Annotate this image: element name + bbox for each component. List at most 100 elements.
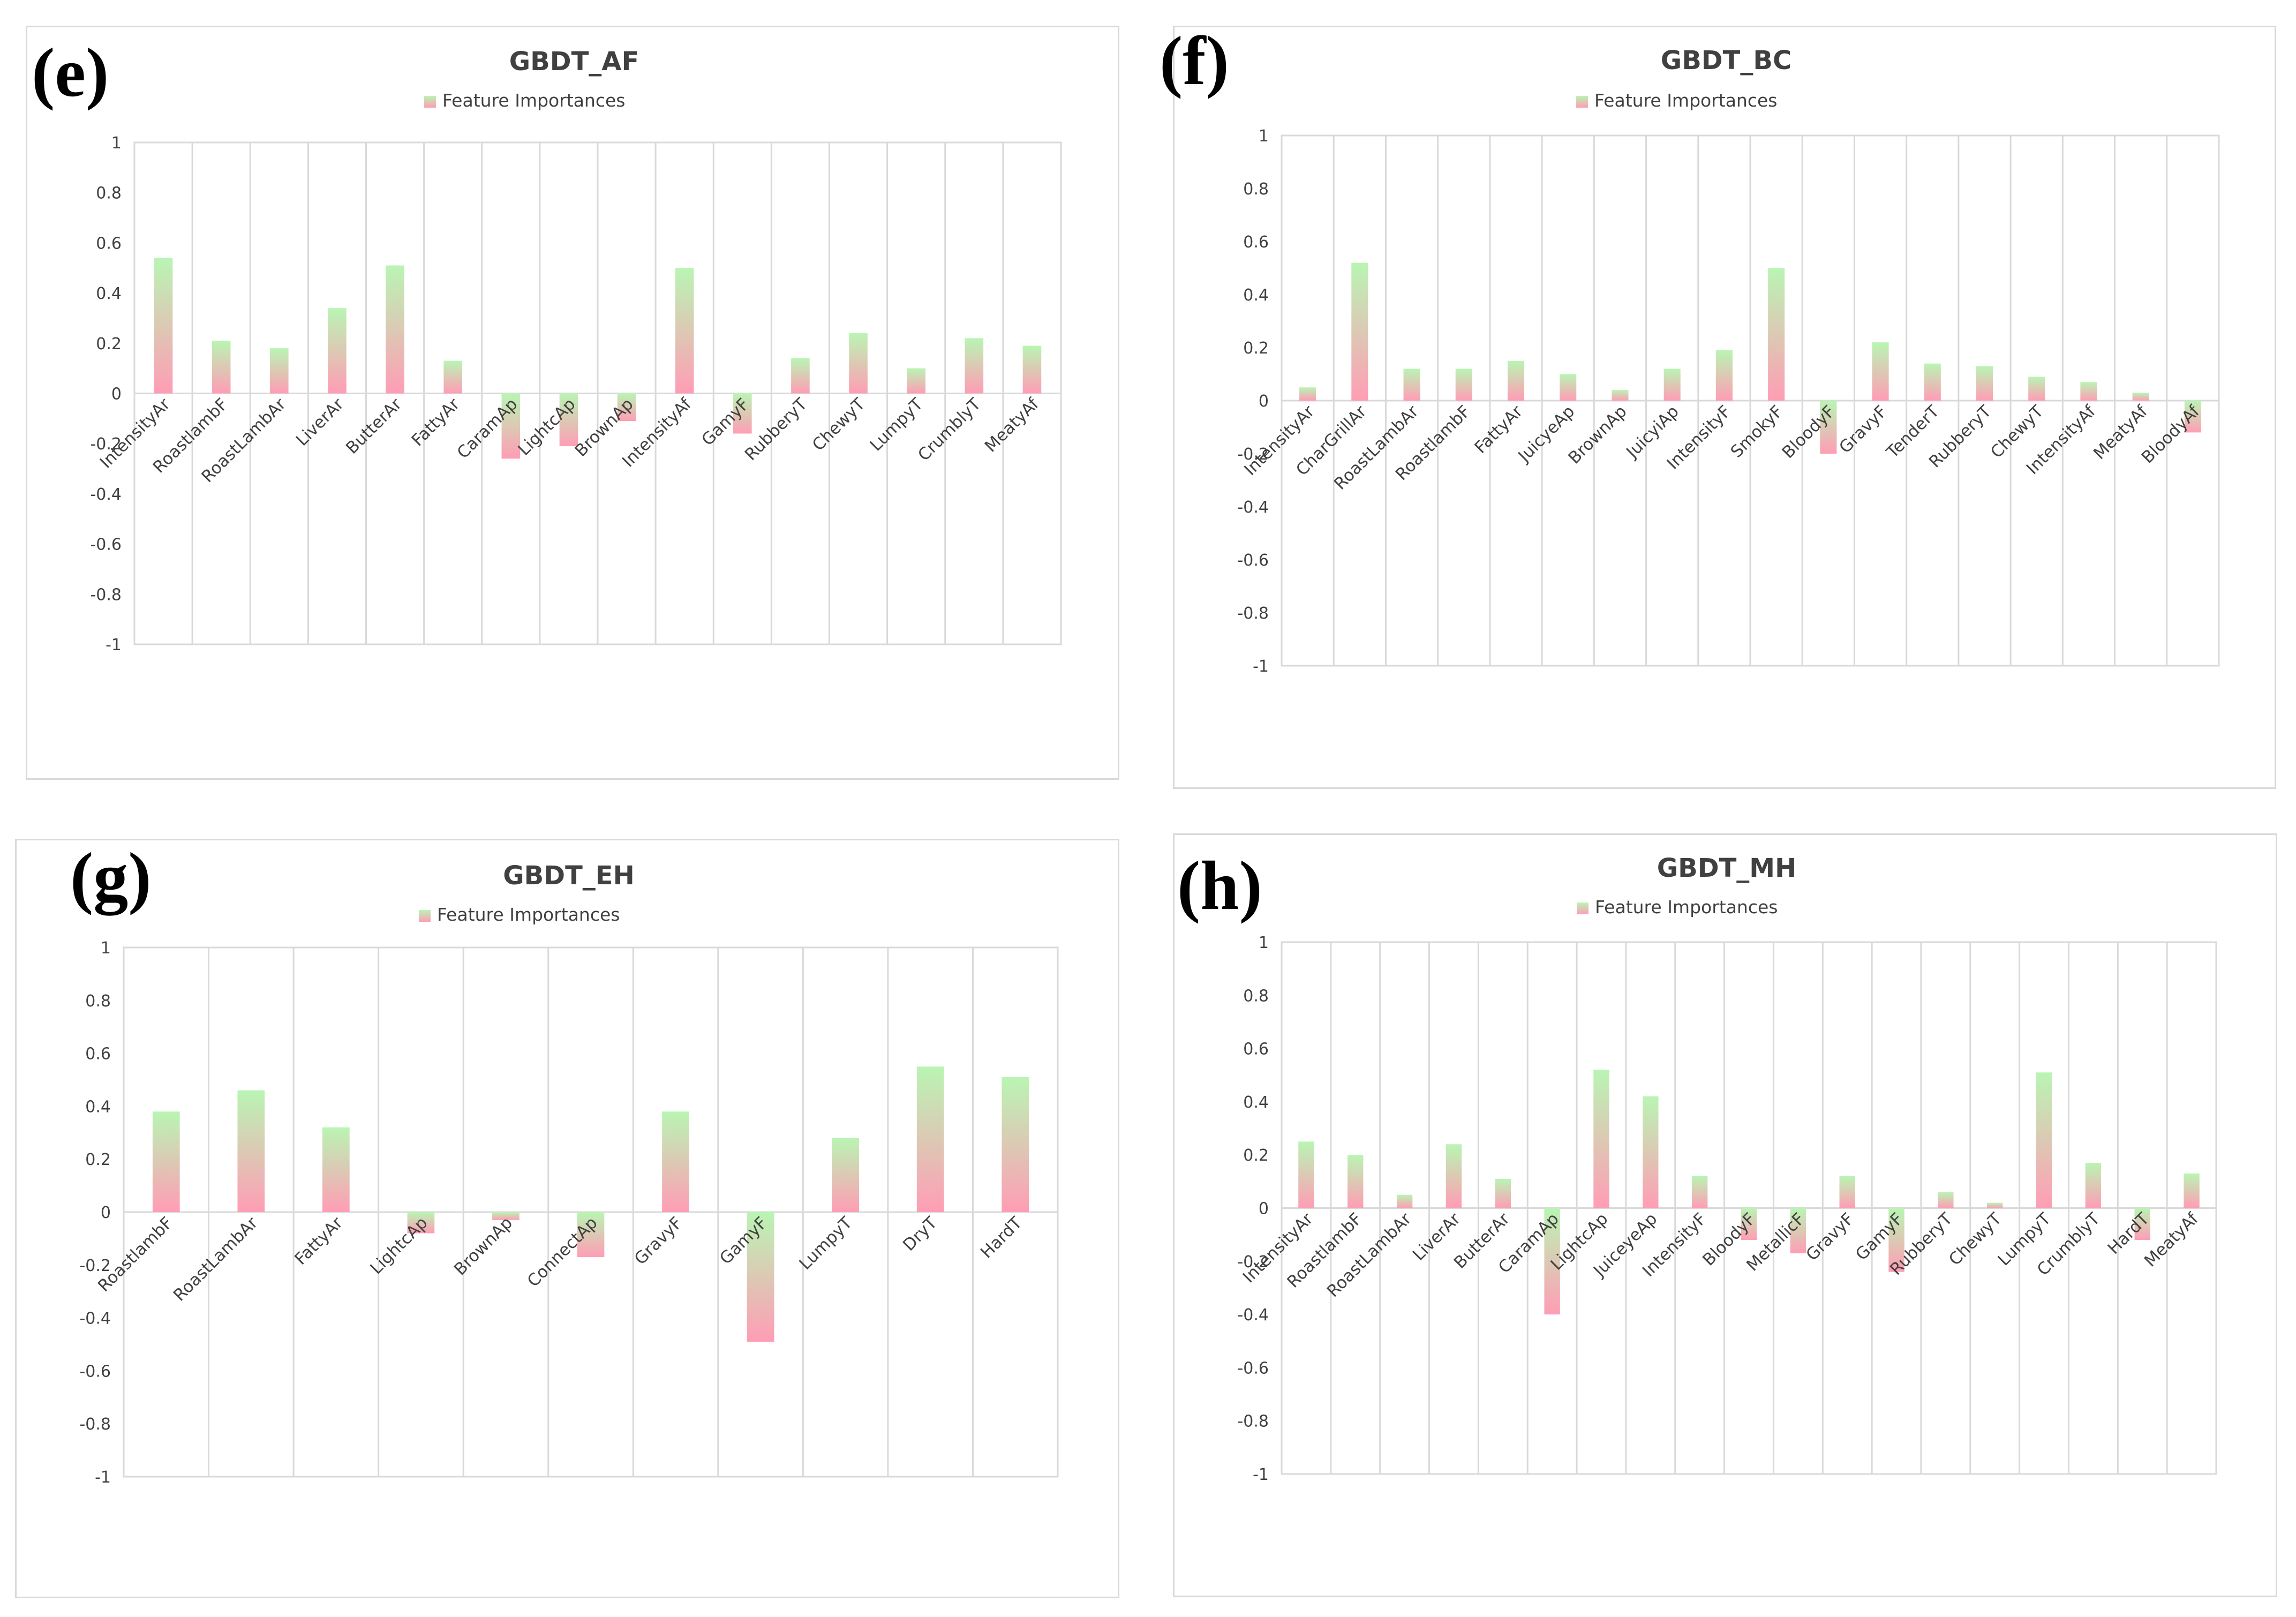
y-tick-label: -0.6 <box>1237 551 1269 570</box>
category-label: ChewyT <box>809 394 869 455</box>
category-label: RoastLambAr <box>1323 1209 1416 1302</box>
bar <box>577 1212 605 1257</box>
y-tick-label: 0.8 <box>1243 180 1269 199</box>
bar <box>1446 1144 1462 1208</box>
bar <box>2028 377 2045 401</box>
category-label: ChewyT <box>1945 1209 2006 1269</box>
bar <box>832 1138 860 1212</box>
bar <box>1298 1141 1314 1208</box>
bar <box>2085 1163 2102 1208</box>
bar <box>1888 1208 1904 1272</box>
category-label: FattyAr <box>408 395 464 450</box>
legend: Feature Importances <box>1576 90 1778 111</box>
bar <box>322 1127 350 1212</box>
panel-letter: (h) <box>1177 847 1262 924</box>
category-label: DryT <box>899 1213 941 1254</box>
bar <box>965 338 984 394</box>
bar <box>1351 262 1368 401</box>
bar <box>1348 1155 1364 1208</box>
bar <box>1987 1202 2003 1208</box>
bar <box>1403 368 1420 401</box>
category-label: BloodyAf <box>2138 401 2204 467</box>
bar <box>1691 1176 1708 1208</box>
legend-label: Feature Importances <box>1595 897 1778 917</box>
bar <box>907 368 925 394</box>
y-tick-label: 1 <box>1259 127 1269 146</box>
bar <box>1820 401 1837 454</box>
y-tick-label: 0.4 <box>1243 1093 1269 1112</box>
legend-label: Feature Importances <box>1594 90 1778 111</box>
category-label: LumpyT <box>795 1213 856 1274</box>
y-tick-label: 0.2 <box>85 1150 111 1169</box>
bar <box>1663 368 1681 401</box>
y-tick-label: 0.4 <box>96 284 122 303</box>
y-tick-label: 0 <box>1259 392 1269 411</box>
panel-letter: (e) <box>32 34 109 111</box>
y-tick-label: 0.4 <box>85 1097 111 1116</box>
bar <box>1593 1070 1609 1208</box>
bar <box>2080 382 2097 401</box>
bar <box>328 308 347 394</box>
y-tick-label: -0.2 <box>90 435 122 454</box>
bar <box>1299 387 1316 401</box>
y-tick-label: 0.6 <box>96 234 122 253</box>
y-tick-label: 1 <box>111 134 122 153</box>
category-label: SmokyF <box>1727 402 1787 462</box>
legend-swatch <box>1577 902 1589 914</box>
legend: Feature Importances <box>419 904 620 925</box>
bar <box>1715 350 1733 401</box>
bar <box>443 360 462 394</box>
bar <box>2184 401 2201 433</box>
bar <box>1839 1176 1855 1208</box>
category-label: GravyF <box>631 1213 686 1268</box>
bar <box>1872 342 1889 401</box>
bar <box>675 268 694 394</box>
bar <box>791 358 810 394</box>
bar <box>1396 1194 1413 1208</box>
bar <box>154 258 173 394</box>
bar <box>237 1090 265 1212</box>
y-tick-label: -0.2 <box>1237 1253 1269 1272</box>
bar <box>492 1212 520 1220</box>
y-tick-label: 0.2 <box>96 335 122 354</box>
chart-title: GBDT_MH <box>1657 853 1797 883</box>
y-tick-label: -0.4 <box>1237 498 1269 517</box>
y-tick-label: 0 <box>101 1204 111 1222</box>
bar <box>747 1212 774 1342</box>
y-tick-label: 0.4 <box>1243 286 1269 305</box>
bar <box>849 333 868 394</box>
y-tick-label: -0.4 <box>90 485 122 504</box>
bar <box>1495 1178 1511 1208</box>
bar <box>1612 390 1629 401</box>
category-label: RoastLambAr <box>170 1213 262 1305</box>
y-tick-label: -1 <box>1253 657 1269 676</box>
y-tick-label: -0.4 <box>79 1310 111 1328</box>
y-tick-label: 0.2 <box>1243 339 1269 358</box>
bar-chart: GBDT_EH Feature Importances 1 0.8 0.6 0.4 0.2 0… <box>79 861 1059 1487</box>
y-tick-label: -0.6 <box>90 536 122 554</box>
category-label: GravyF <box>1835 402 1891 457</box>
y-tick-label: -1 <box>106 636 122 655</box>
y-tick-label: -0.8 <box>90 585 122 604</box>
category-label: ButterAr <box>342 395 405 458</box>
legend: Feature Importances <box>424 90 626 111</box>
bar-chart: GBDT_MH Feature Importances 1 0.8 0.6 0.4 0.2 0… <box>1237 853 2217 1484</box>
bar <box>386 265 404 394</box>
legend-label: Feature Importances <box>437 904 620 925</box>
y-tick-label: -0.6 <box>79 1362 111 1381</box>
y-tick-label: -0.8 <box>79 1415 111 1434</box>
category-label: LumpyT <box>867 394 928 455</box>
chart-title: GBDT_AF <box>509 47 639 77</box>
bar <box>617 393 636 422</box>
y-tick-label: 0 <box>111 385 122 404</box>
bar <box>1643 1096 1659 1208</box>
category-label: LiverAr <box>292 395 348 450</box>
bar <box>1768 268 1785 401</box>
bar <box>916 1066 944 1212</box>
bar <box>407 1212 435 1234</box>
bar <box>2132 393 2149 401</box>
y-tick-label: -0.2 <box>1237 445 1269 464</box>
chart-panel-h: (h) GBDT_MH Feature Importances 1 0.8 0.6 0.4… <box>1173 833 2277 1597</box>
bar <box>1790 1208 1806 1253</box>
bar <box>212 341 231 394</box>
